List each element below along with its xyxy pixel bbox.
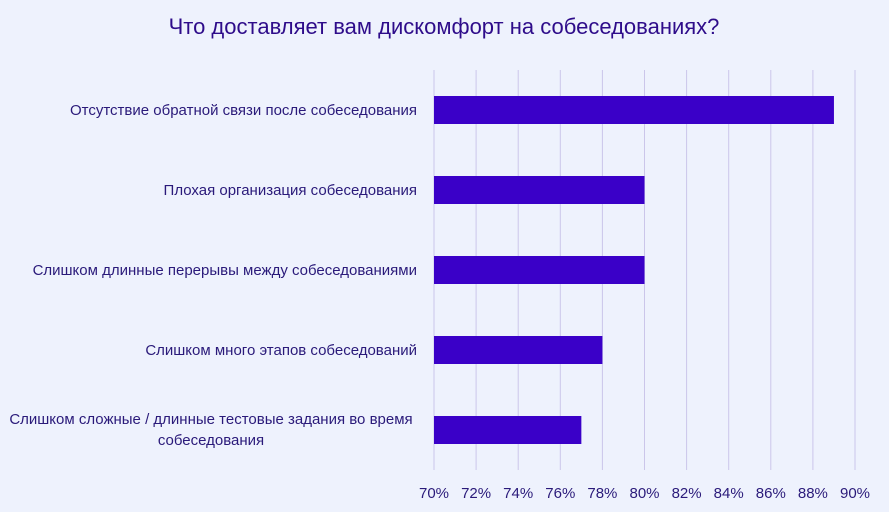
x-tick-label: 74% [503,485,533,502]
x-tick-label: 72% [461,485,491,502]
bar [434,96,834,124]
x-tick-label: 80% [629,485,659,502]
bar [434,256,645,284]
y-tick-label-box: Плохая организация собеседования [164,160,417,220]
y-tick-label: Плохая организация собеседования [163,181,417,199]
y-tick-label: Отсутствие обратной связи после собеседо… [69,101,417,119]
x-tick-label: 86% [756,485,786,502]
y-tick-label-box: Слишком сложные / длинные тестовые задан… [5,400,417,460]
y-tick-label-box: Отсутствие обратной связи после собеседо… [70,80,417,140]
x-tick-label: 78% [587,485,617,502]
x-tick-label: 90% [840,485,870,502]
bar [434,336,603,364]
x-tick-label: 82% [672,485,702,502]
x-tick-label: 76% [545,485,575,502]
y-tick-label: Слишком сложные / длинные тестовые задан… [9,411,413,449]
y-tick-label: Слишком много этапов собеседований [145,341,417,359]
x-tick-label: 70% [419,485,449,502]
chart-title: Что доставляет вам дискомфорт на собесед… [169,14,720,39]
bar [434,176,645,204]
y-tick-label: Слишком длинные перерывы между собеседов… [32,261,417,279]
bar [434,416,582,444]
y-tick-label-box: Слишком много этапов собеседований [145,320,417,380]
x-tick-label: 84% [714,485,744,502]
x-tick-label: 88% [798,485,828,502]
y-tick-label-box: Слишком длинные перерывы между собеседов… [33,240,417,300]
